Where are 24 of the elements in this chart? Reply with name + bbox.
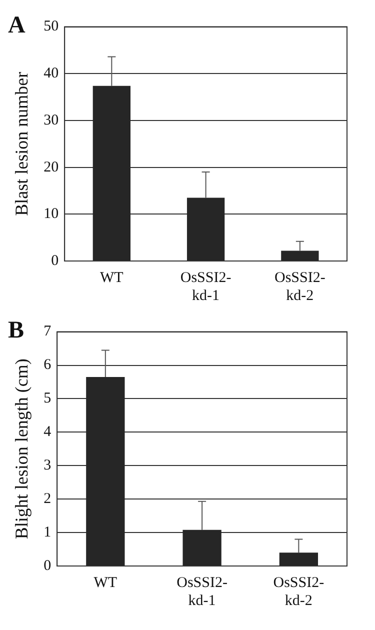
x-tick-label: WT (94, 574, 118, 591)
y-tick-label: 1 (44, 524, 52, 540)
y-tick-label: 2 (44, 491, 52, 508)
chart-title: B (8, 318, 24, 344)
y-axis-title: Blast lesion number (12, 72, 32, 216)
y-tick-label: 3 (44, 458, 52, 474)
chart-title: A (8, 12, 26, 39)
y-tick-label: 30 (44, 112, 59, 128)
y-tick-label: 4 (44, 424, 52, 440)
y-tick-label: 0 (44, 558, 52, 574)
y-tick-label: 0 (51, 252, 59, 269)
x-tick-label: OsSSI2-kd-1 (180, 270, 232, 304)
y-axis-title: Blight lesion length (cm) (12, 358, 32, 540)
y-tick-label: 10 (44, 206, 59, 222)
x-tick-label: OsSSI2-kd-1 (176, 574, 228, 609)
y-tick-label: 20 (44, 159, 59, 176)
x-tick-label: OsSSI2-kd-2 (274, 270, 326, 304)
x-tick-label: OsSSI2-kd-2 (273, 574, 324, 609)
y-tick-label: 40 (44, 66, 59, 82)
y-tick-label: 6 (44, 357, 52, 374)
y-tick-label: 7 (44, 324, 52, 340)
x-tick-label: WT (100, 270, 124, 286)
y-tick-label: 5 (44, 390, 52, 407)
y-tick-label: 50 (44, 18, 59, 35)
